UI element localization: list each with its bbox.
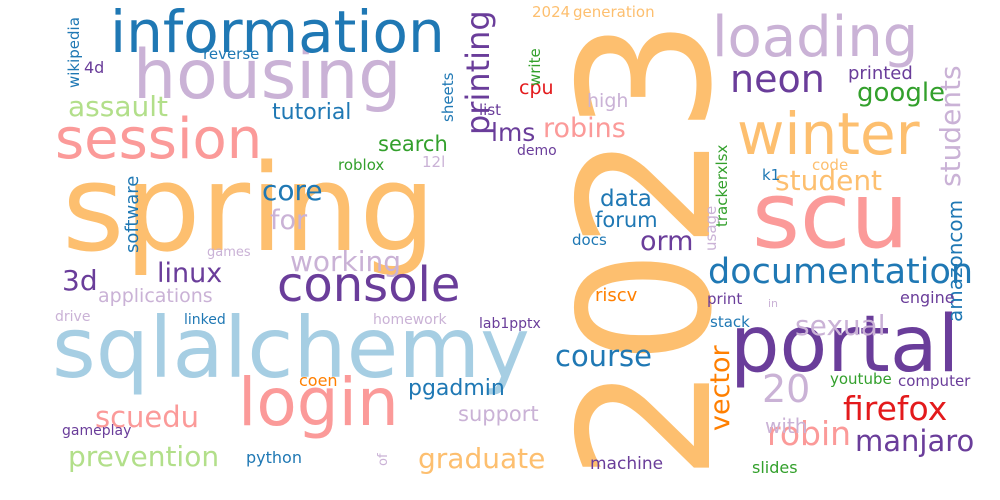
word-pgadmin: pgadmin xyxy=(408,376,505,401)
word-linked: linked xyxy=(184,312,226,328)
word-assault: assault xyxy=(68,90,168,123)
word-applications: applications xyxy=(98,285,213,307)
word-robins: robins xyxy=(543,113,626,144)
word-list: list xyxy=(479,101,502,119)
word-3d: 3d xyxy=(62,264,98,297)
word-k1: k1 xyxy=(762,166,781,184)
word-prevention: prevention xyxy=(68,440,220,473)
word-portal: portal xyxy=(730,300,960,390)
word-reverse: reverse xyxy=(203,45,260,63)
word-python: python xyxy=(246,448,302,467)
word-generation: generation xyxy=(573,3,655,21)
word-housing: housing xyxy=(133,36,402,115)
word-spring: spring xyxy=(62,140,436,279)
word-in: in xyxy=(768,297,779,310)
word-machine: machine xyxy=(590,454,664,474)
word-computer: computer xyxy=(898,372,971,390)
word-roblox: roblox xyxy=(338,156,385,174)
word-software: software xyxy=(122,175,143,253)
word-docs: docs xyxy=(572,231,607,249)
word-data: data xyxy=(600,186,652,212)
word-drive: drive xyxy=(55,309,91,325)
word-cpu: cpu xyxy=(519,77,554,99)
word-coen: coen xyxy=(299,371,338,390)
word-google: google xyxy=(857,78,946,108)
word-high: high xyxy=(587,90,629,112)
word-course: course xyxy=(555,339,652,373)
word-student: student xyxy=(775,164,883,197)
word-youtube: youtube xyxy=(830,370,892,388)
word-manjaro: manjaro xyxy=(855,424,975,458)
word-loading: loading xyxy=(712,5,919,70)
word-search: search xyxy=(378,132,448,156)
word-trackerxlsx: trackerxlsx xyxy=(713,144,731,227)
word-lab1pptx: lab1pptx xyxy=(479,316,541,332)
word-linux: linux xyxy=(157,258,223,289)
word-login: login xyxy=(238,364,399,441)
word-sheets: sheets xyxy=(439,72,457,122)
word-demo: demo xyxy=(517,143,557,159)
word-for: for xyxy=(270,205,308,236)
word-graduate: graduate xyxy=(418,442,546,475)
word-console: console xyxy=(277,257,461,313)
word-sexual: sexual xyxy=(795,309,886,342)
word-documentation: documentation xyxy=(708,252,974,292)
word-of: of xyxy=(376,453,391,466)
word-sqlalchemy: sqlalchemy xyxy=(52,299,530,397)
word-stack: stack xyxy=(710,313,750,331)
word-lms: lms xyxy=(491,118,536,147)
word-wikipedia: wikipedia xyxy=(65,17,83,88)
word-with: with xyxy=(765,414,808,438)
word-core: core xyxy=(262,174,323,207)
word-printed: printed xyxy=(848,63,913,84)
word-2024: 2024 xyxy=(532,3,571,21)
word-scuedu: scuedu xyxy=(95,400,200,434)
word-12l: 12l xyxy=(422,153,446,171)
word-session: session xyxy=(55,107,263,172)
word-information: information xyxy=(110,0,445,66)
word-scu: scu xyxy=(752,162,909,269)
word-forum: forum xyxy=(595,208,658,232)
word-engine: engine xyxy=(900,288,955,307)
word-code: code xyxy=(812,156,849,174)
word-riscv: riscv xyxy=(595,285,638,306)
word-homework: homework xyxy=(373,312,447,328)
word-4d: 4d xyxy=(84,58,105,77)
word-support: support xyxy=(458,402,539,426)
word-orm: orm xyxy=(640,226,694,257)
word-print: print xyxy=(707,290,743,308)
word-20: 20 xyxy=(762,367,811,411)
word-winter: winter xyxy=(737,100,920,168)
word-firefox: firefox xyxy=(843,389,948,428)
word-robin: robin xyxy=(767,414,852,453)
word-neon: neon xyxy=(730,57,825,101)
word-tutorial: tutorial xyxy=(272,100,352,125)
word-write: write xyxy=(526,48,544,86)
word-slides: slides xyxy=(752,458,798,477)
word-games: games xyxy=(207,245,251,260)
word-working: working xyxy=(290,245,402,278)
word-gameplay: gameplay xyxy=(62,423,132,439)
word-vector: vector xyxy=(705,345,736,431)
